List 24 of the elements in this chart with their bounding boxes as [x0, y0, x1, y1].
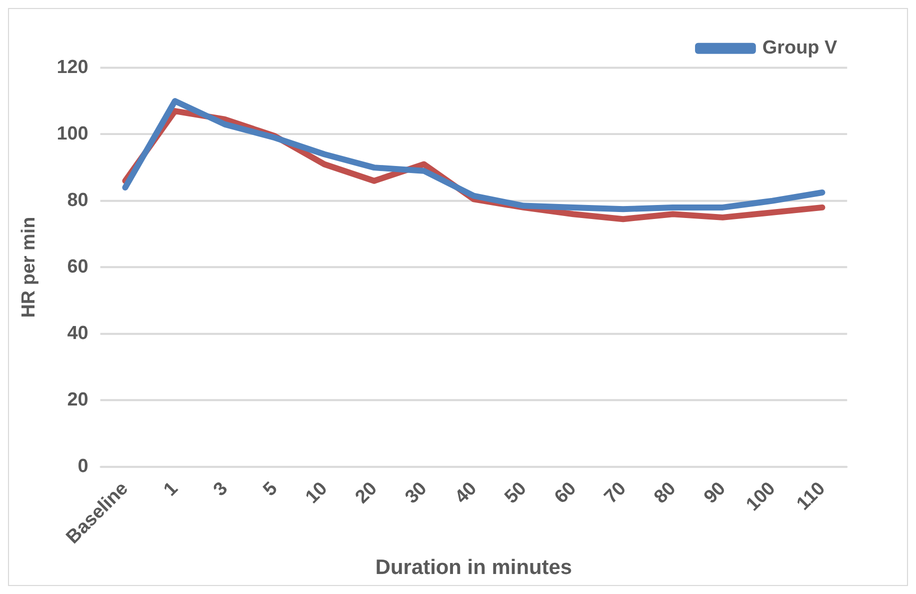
x-tick-label: 80 [650, 478, 680, 508]
x-tick-label: 10 [302, 478, 332, 508]
y-tick-label: 120 [56, 57, 88, 78]
y-axis-title: HR per min [18, 216, 40, 318]
x-tick-label: 5 [259, 478, 282, 500]
x-tick-label: 100 [742, 478, 780, 516]
y-tick-label: 60 [67, 256, 88, 278]
x-tick-label: 3 [210, 478, 232, 500]
x-tick-label: 70 [600, 478, 630, 508]
x-axis-title: Duration in minutes [375, 556, 572, 580]
y-tick-label: 0 [78, 456, 88, 478]
x-tick-label: 40 [451, 478, 481, 508]
legend-label: Group V [762, 38, 838, 59]
x-tick-label: 60 [550, 478, 581, 508]
x-tick-label: 110 [792, 478, 830, 515]
y-tick-label: 100 [56, 124, 88, 145]
x-tick-label: 30 [401, 478, 432, 508]
x-tick-label: 90 [700, 478, 730, 508]
y-tick-label: 80 [67, 190, 88, 212]
y-tick-label: 40 [67, 323, 88, 344]
x-tick-label: 50 [500, 478, 531, 508]
x-tick-label: 20 [352, 478, 382, 508]
x-tick-label: 1 [160, 478, 182, 500]
y-tick-label: 20 [67, 390, 88, 411]
